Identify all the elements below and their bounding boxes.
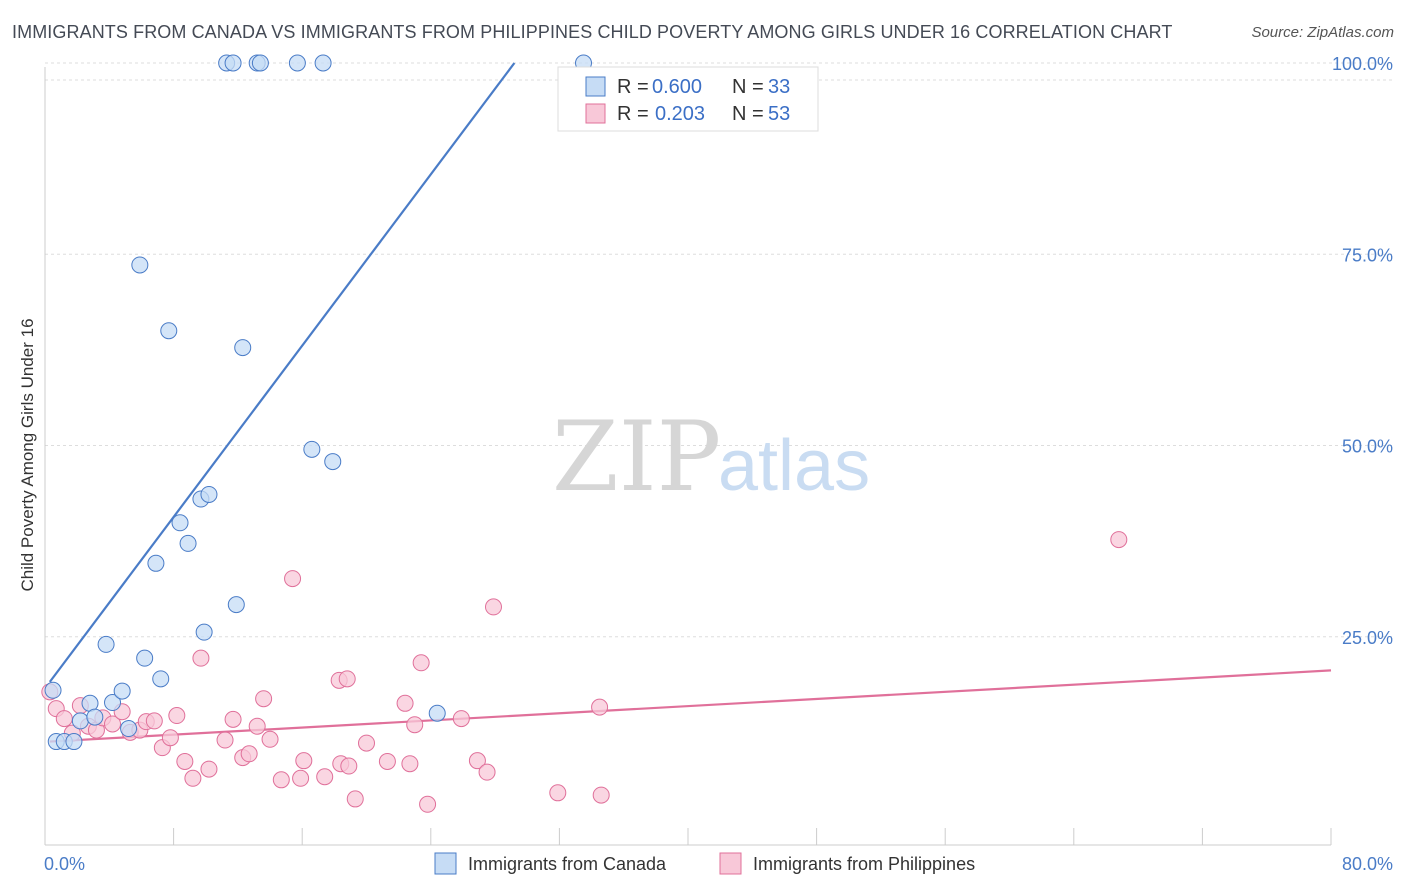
legend-canada-n-label: N = (732, 76, 764, 98)
legend-canada-r-value: 0.600 (652, 76, 702, 98)
point-philippines-46 (478, 763, 496, 781)
data-points (41, 54, 1128, 813)
point-philippines-21 (216, 731, 234, 749)
point-canada-8 (113, 682, 131, 700)
point-canada-32 (44, 681, 62, 699)
point-canada-2 (65, 733, 83, 751)
point-philippines-34 (338, 670, 356, 688)
point-philippines-52 (396, 694, 414, 712)
trend-line-philippines (49, 669, 1332, 743)
chart-title: IMMIGRANTS FROM CANADA VS IMMIGRANTS FRO… (12, 22, 1173, 42)
point-philippines-42 (406, 716, 424, 734)
point-canada-12 (147, 554, 165, 572)
watermark-atlas: atlas (718, 426, 870, 506)
point-canada-7 (104, 694, 122, 712)
point-canada-21 (224, 54, 242, 72)
stats-legend: R = 0.600 N = 33 R = 0.203 N = 53 (557, 66, 819, 132)
point-philippines-37 (346, 790, 364, 808)
point-canada-9 (120, 720, 138, 738)
point-philippines-17 (176, 752, 194, 770)
point-canada-15 (171, 514, 189, 532)
series-legend: Immigrants from Canada Immigrants from P… (434, 852, 975, 875)
point-canada-27 (303, 440, 321, 458)
watermark: ZIP atlas (552, 401, 870, 513)
point-philippines-15 (161, 729, 179, 747)
y-tick-label: 75.0% (1342, 245, 1393, 265)
point-canada-14 (160, 322, 178, 340)
point-philippines-48 (549, 784, 567, 802)
point-philippines-45 (468, 752, 486, 770)
point-philippines-2 (55, 710, 73, 728)
x-tick-labels: 0.0% 80.0% (44, 854, 1393, 874)
point-philippines-50 (591, 698, 609, 716)
point-philippines-38 (358, 734, 375, 752)
point-canada-23 (234, 339, 252, 357)
legend-canada-swatch (585, 76, 606, 97)
point-philippines-31 (295, 752, 313, 770)
point-philippines-43 (419, 795, 437, 813)
legend-philippines-r-label: R = (617, 103, 649, 125)
point-philippines-39 (378, 752, 396, 770)
point-canada-5 (86, 708, 104, 726)
point-philippines-29 (284, 570, 302, 588)
legend-philippines-n-label: N = (732, 103, 764, 125)
point-philippines-18 (184, 769, 202, 787)
y-axis-label: Child Poverty Among Girls Under 16 (18, 318, 37, 591)
point-canada-18 (195, 623, 213, 641)
point-canada-26 (288, 54, 306, 72)
point-philippines-8 (104, 715, 122, 733)
bottom-legend-canada-swatch (434, 852, 457, 875)
legend-philippines-r-value: 0.203 (655, 103, 705, 125)
point-philippines-47 (484, 598, 502, 616)
point-canada-29 (324, 453, 342, 471)
point-philippines-36 (340, 757, 358, 775)
y-tick-label: 100.0% (1332, 54, 1393, 74)
point-philippines-28 (272, 771, 290, 789)
point-philippines-22 (224, 710, 242, 728)
point-philippines-49 (592, 786, 610, 804)
point-canada-19 (200, 485, 218, 503)
point-philippines-26 (255, 690, 273, 708)
point-philippines-30 (292, 769, 310, 787)
point-canada-3 (71, 712, 89, 730)
legend-canada-r-label: R = (617, 76, 649, 98)
legend-philippines-n-value: 53 (768, 103, 790, 125)
source-label: Source: ZipAtlas.com (1251, 24, 1394, 41)
x-tick-label-max: 80.0% (1342, 854, 1393, 874)
bottom-legend-canada-label: Immigrants from Canada (468, 854, 667, 874)
y-tick-label: 50.0% (1342, 437, 1393, 457)
point-philippines-32 (316, 768, 334, 786)
x-tick-label-min: 0.0% (44, 854, 85, 874)
point-philippines-13 (145, 712, 163, 730)
point-philippines-27 (261, 730, 279, 748)
point-canada-11 (136, 649, 154, 667)
point-canada-28 (314, 54, 332, 72)
point-canada-13 (152, 670, 170, 688)
point-philippines-25 (248, 717, 266, 735)
point-canada-25 (251, 54, 269, 72)
point-philippines-20 (200, 760, 218, 778)
y-tick-labels: 25.0% 50.0% 75.0% 100.0% (1332, 54, 1393, 648)
point-philippines-41 (412, 654, 430, 672)
point-philippines-24 (240, 745, 258, 763)
point-canada-6 (97, 635, 115, 653)
bottom-legend-philippines-label: Immigrants from Philippines (753, 854, 975, 874)
point-philippines-44 (452, 710, 470, 728)
watermark-zip: ZIP (552, 401, 721, 513)
point-philippines-51 (1110, 531, 1128, 549)
legend-philippines-swatch (585, 103, 606, 124)
bottom-legend-philippines-swatch (719, 852, 742, 875)
point-canada-16 (179, 534, 197, 552)
point-philippines-40 (401, 755, 419, 773)
point-canada-30 (428, 704, 446, 722)
point-philippines-19 (192, 649, 210, 667)
trend-line-canada (48, 62, 516, 683)
axes (44, 67, 1332, 846)
legend-canada-n-value: 33 (768, 76, 790, 98)
point-canada-10 (131, 256, 149, 274)
y-tick-label: 25.0% (1342, 628, 1393, 648)
point-canada-22 (227, 596, 245, 614)
point-philippines-16 (168, 707, 186, 725)
